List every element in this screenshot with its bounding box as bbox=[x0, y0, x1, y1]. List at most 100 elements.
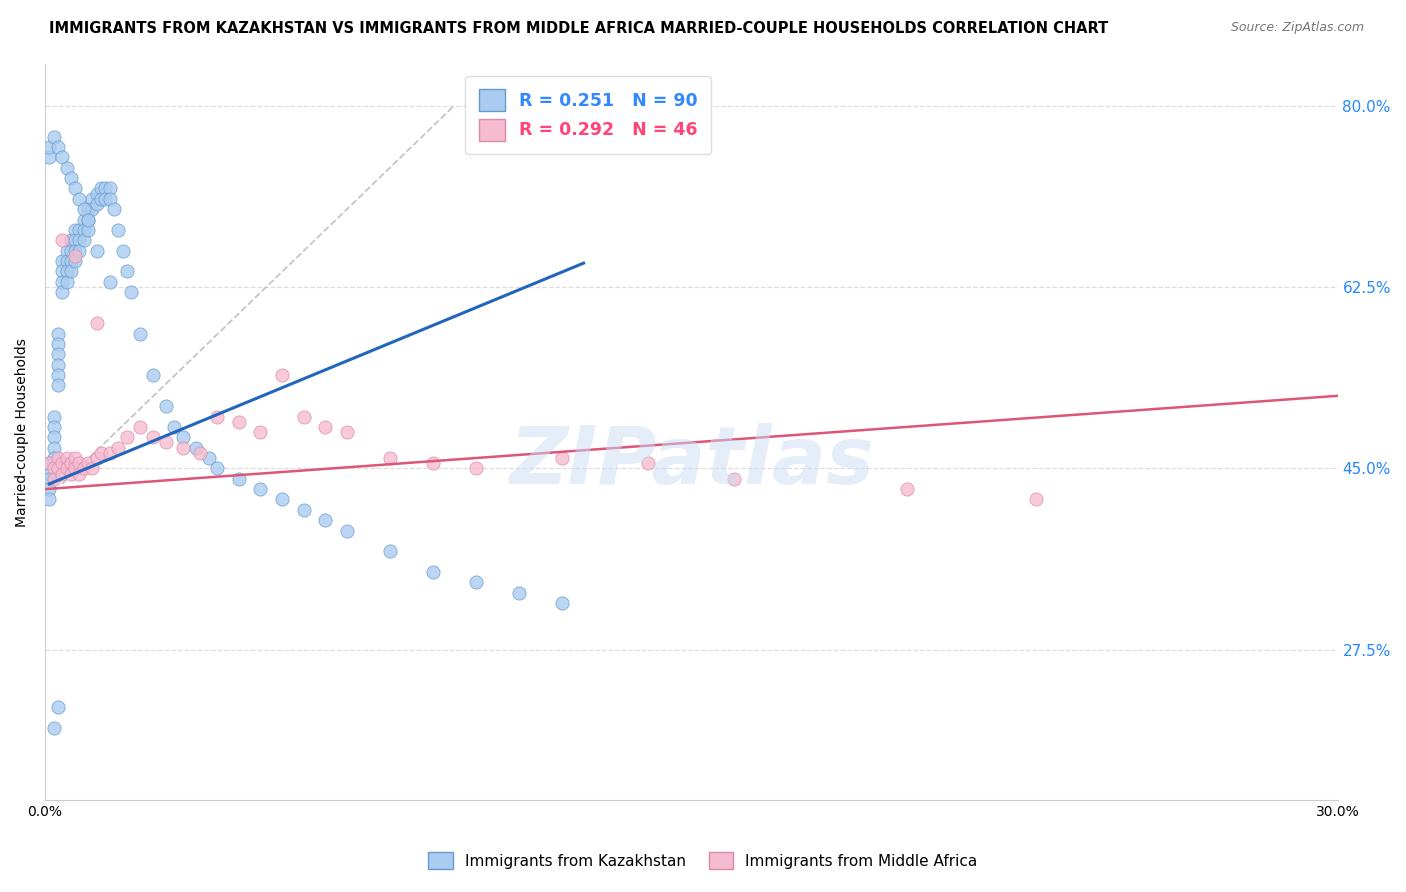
Point bbox=[55, 244, 77, 258]
Point bbox=[73, 233, 96, 247]
Point bbox=[42, 450, 65, 465]
Point bbox=[46, 337, 69, 351]
Point bbox=[77, 223, 100, 237]
Point bbox=[63, 450, 86, 465]
Point bbox=[51, 150, 73, 164]
Point bbox=[59, 254, 82, 268]
Point bbox=[77, 202, 100, 217]
Point bbox=[422, 456, 444, 470]
Point bbox=[172, 441, 194, 455]
Point bbox=[46, 358, 69, 372]
Point bbox=[73, 202, 96, 217]
Point bbox=[59, 467, 82, 481]
Point bbox=[77, 212, 100, 227]
Point bbox=[38, 472, 60, 486]
Point bbox=[59, 264, 82, 278]
Point bbox=[42, 420, 65, 434]
Point bbox=[38, 482, 60, 496]
Point bbox=[271, 368, 294, 383]
Text: ZIPatlas: ZIPatlas bbox=[509, 423, 873, 500]
Point bbox=[249, 482, 271, 496]
Point bbox=[378, 450, 401, 465]
Legend: R = 0.251   N = 90, R = 0.292   N = 46: R = 0.251 N = 90, R = 0.292 N = 46 bbox=[465, 76, 710, 154]
Point bbox=[55, 461, 77, 475]
Point bbox=[51, 285, 73, 300]
Point bbox=[38, 140, 60, 154]
Point bbox=[90, 181, 112, 195]
Point bbox=[142, 368, 165, 383]
Point bbox=[69, 233, 91, 247]
Point bbox=[42, 472, 65, 486]
Point bbox=[38, 456, 60, 470]
Point bbox=[46, 461, 69, 475]
Point bbox=[59, 171, 82, 186]
Point bbox=[163, 420, 186, 434]
Point bbox=[98, 446, 121, 460]
Point bbox=[142, 430, 165, 444]
Point bbox=[38, 492, 60, 507]
Point bbox=[51, 467, 73, 481]
Point bbox=[115, 264, 138, 278]
Point bbox=[46, 347, 69, 361]
Point bbox=[55, 161, 77, 175]
Text: IMMIGRANTS FROM KAZAKHSTAN VS IMMIGRANTS FROM MIDDLE AFRICA MARRIED-COUPLE HOUSE: IMMIGRANTS FROM KAZAKHSTAN VS IMMIGRANTS… bbox=[49, 21, 1108, 36]
Point bbox=[508, 586, 530, 600]
Point bbox=[46, 326, 69, 341]
Point bbox=[120, 285, 142, 300]
Point bbox=[69, 244, 91, 258]
Point bbox=[77, 456, 100, 470]
Point bbox=[63, 233, 86, 247]
Point bbox=[38, 467, 60, 481]
Point bbox=[63, 223, 86, 237]
Point bbox=[51, 456, 73, 470]
Point bbox=[188, 446, 211, 460]
Point bbox=[63, 254, 86, 268]
Point bbox=[51, 264, 73, 278]
Point bbox=[55, 264, 77, 278]
Point bbox=[55, 275, 77, 289]
Point bbox=[73, 212, 96, 227]
Point bbox=[207, 461, 229, 475]
Point bbox=[82, 202, 104, 217]
Point bbox=[128, 420, 150, 434]
Point bbox=[46, 699, 69, 714]
Point bbox=[86, 316, 108, 330]
Point bbox=[55, 450, 77, 465]
Point bbox=[292, 503, 315, 517]
Point bbox=[896, 482, 918, 496]
Point bbox=[51, 233, 73, 247]
Point bbox=[55, 254, 77, 268]
Point bbox=[69, 456, 91, 470]
Point bbox=[86, 450, 108, 465]
Point bbox=[59, 244, 82, 258]
Point bbox=[98, 181, 121, 195]
Point bbox=[228, 472, 250, 486]
Point bbox=[42, 430, 65, 444]
Point bbox=[172, 430, 194, 444]
Point bbox=[464, 575, 486, 590]
Point bbox=[228, 415, 250, 429]
Point bbox=[63, 244, 86, 258]
Point bbox=[292, 409, 315, 424]
Point bbox=[42, 129, 65, 144]
Text: Source: ZipAtlas.com: Source: ZipAtlas.com bbox=[1230, 21, 1364, 34]
Point bbox=[42, 461, 65, 475]
Point bbox=[336, 524, 359, 538]
Point bbox=[86, 197, 108, 211]
Point bbox=[551, 596, 574, 610]
Point bbox=[82, 192, 104, 206]
Y-axis label: Married-couple Households: Married-couple Households bbox=[15, 338, 30, 526]
Point bbox=[128, 326, 150, 341]
Point bbox=[63, 249, 86, 263]
Point bbox=[38, 150, 60, 164]
Point bbox=[111, 244, 134, 258]
Point bbox=[90, 446, 112, 460]
Point bbox=[98, 192, 121, 206]
Point bbox=[42, 409, 65, 424]
Point bbox=[422, 565, 444, 579]
Point bbox=[69, 192, 91, 206]
Point bbox=[63, 181, 86, 195]
Point bbox=[107, 223, 129, 237]
Point bbox=[73, 461, 96, 475]
Point bbox=[59, 456, 82, 470]
